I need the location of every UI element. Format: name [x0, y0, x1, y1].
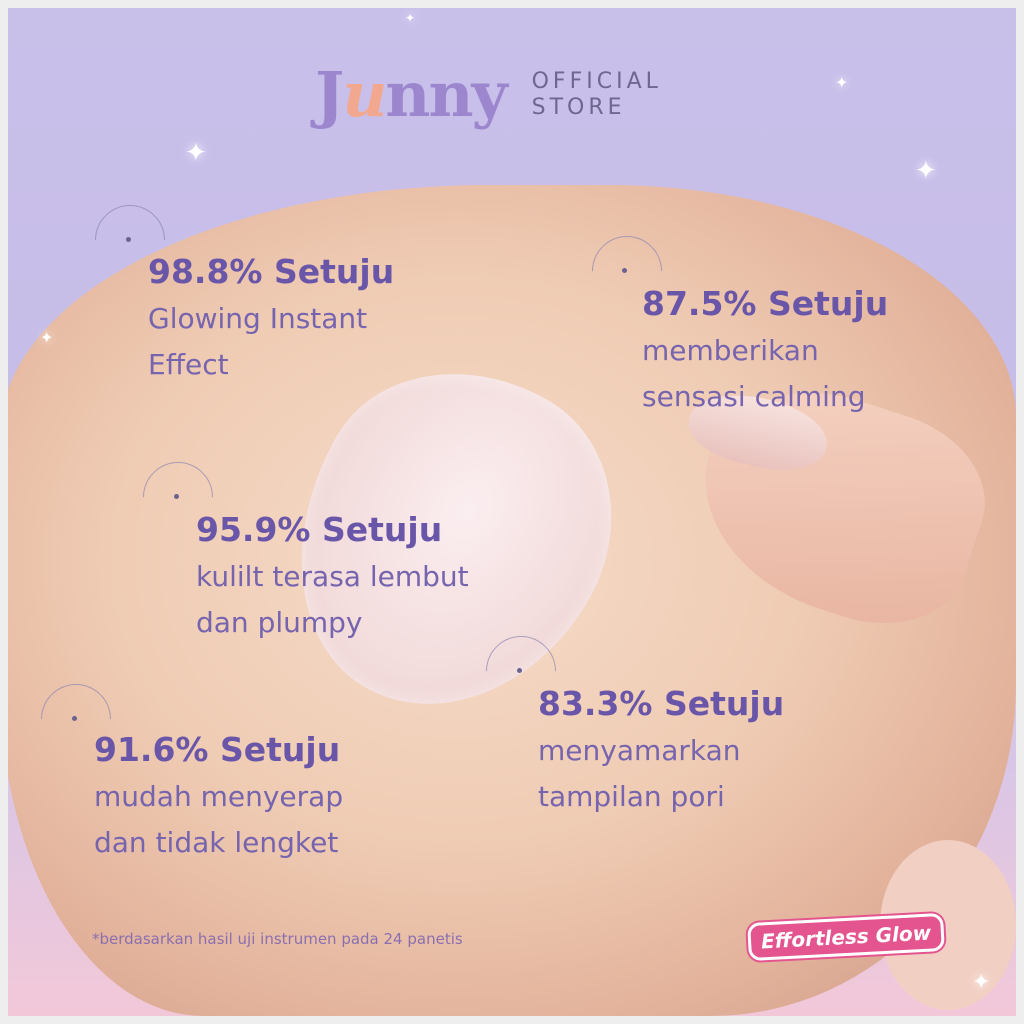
decor-dot — [174, 494, 179, 499]
store-label-line1: OFFICIAL — [531, 68, 662, 94]
brand-logo: Junny OFFICIAL STORE — [315, 58, 662, 131]
stat-description: menyamarkan tampilan pori — [538, 734, 741, 813]
decor-dot — [72, 716, 77, 721]
store-label-line2: STORE — [531, 94, 626, 120]
stat-description: kulilt terasa lembut dan plumpy — [196, 560, 469, 639]
decor-dot — [622, 268, 627, 273]
stat-percent: 98.8% Setuju — [148, 252, 395, 291]
sparkle-icon: ✦ — [185, 138, 207, 168]
stat-calming: 87.5% Setuju memberikan sensasi calming — [642, 284, 888, 420]
stat-menyerap: 91.6% Setuju mudah menyerap dan tidak len… — [94, 730, 343, 866]
sparkle-icon: ✦ — [405, 11, 416, 25]
footnote: *berdasarkan hasil uji instrumen pada 24… — [92, 930, 463, 948]
sparkle-icon: ✦ — [40, 328, 54, 347]
sparkle-icon: ✦ — [972, 970, 991, 995]
stat-percent: 91.6% Setuju — [94, 730, 341, 769]
decor-dot — [126, 237, 131, 242]
stat-plumpy: 95.9% Setuju kulilt terasa lembut dan plu… — [196, 510, 469, 646]
decor-dot — [517, 668, 522, 673]
sparkle-icon: ✦ — [915, 156, 937, 186]
stat-pori: 83.3% Setuju menyamarkan tampilan pori — [538, 684, 784, 820]
stat-percent: 83.3% Setuju — [538, 684, 785, 723]
sparkle-icon: ✦ — [835, 73, 849, 92]
store-label: OFFICIAL STORE — [532, 69, 662, 121]
stat-percent: 87.5% Setuju — [642, 284, 889, 323]
stat-description: mudah menyerap dan tidak lengket — [94, 780, 344, 859]
stat-glowing: 98.8% Setuju Glowing Instant Effect — [148, 252, 394, 388]
stat-percent: 95.9% Setuju — [196, 510, 443, 549]
stat-description: Glowing Instant Effect — [148, 302, 368, 381]
logo-wordmark: Junny — [315, 58, 508, 131]
stat-description: memberikan sensasi calming — [642, 334, 866, 413]
